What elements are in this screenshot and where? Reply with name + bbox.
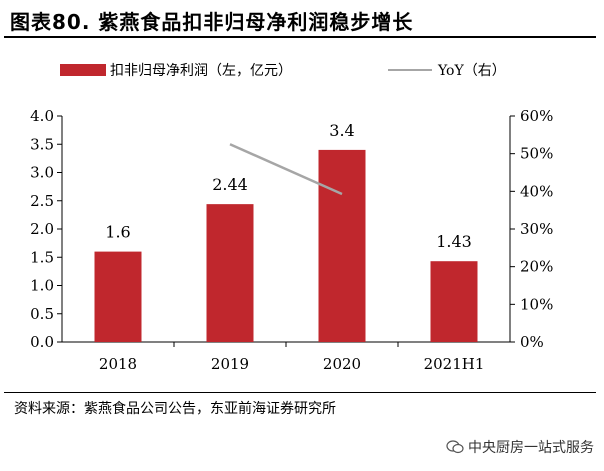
wechat-icon xyxy=(446,440,464,454)
x-tick-label: 2019 xyxy=(211,355,249,373)
title-divider xyxy=(4,36,596,38)
bar-value-label: 3.4 xyxy=(329,121,354,140)
legend-line-label: YoY（右） xyxy=(437,63,506,79)
left-tick-label: 1.0 xyxy=(30,277,54,295)
axes: 0.0 0.5 1.0 1.5 2.0 2.5 3.0 3.5 4.0 0% 10% 20% 30% 40… xyxy=(30,107,553,373)
bar-value-label: 1.6 xyxy=(105,223,130,242)
bar-series: 1.6 2.44 3.4 1.43 xyxy=(94,121,478,342)
left-tick-label: 2.5 xyxy=(30,192,54,210)
x-tick-label: 2018 xyxy=(99,355,137,373)
bar xyxy=(430,261,478,342)
right-tick-label: 30% xyxy=(520,220,553,238)
right-tick-label: 60% xyxy=(520,107,553,125)
left-tick-label: 2.0 xyxy=(30,220,54,238)
source-note: 资料来源：紫燕食品公司公告，东亚前海证券研究所 xyxy=(14,401,336,417)
left-tick-label: 4.0 xyxy=(30,107,54,125)
left-tick-label: 0.0 xyxy=(30,333,54,351)
right-tick-label: 0% xyxy=(520,333,544,351)
bar xyxy=(94,251,142,342)
chart-canvas: 扣非归母净利润（左，亿元） YoY（右） 0.0 0.5 1.0 1.5 2.0 2.5 3… xyxy=(30,62,553,373)
legend-bar-label: 扣非归母净利润（左，亿元） xyxy=(110,62,292,79)
left-tick-label: 0.5 xyxy=(30,305,54,323)
legend: 扣非归母净利润（左，亿元） YoY（右） xyxy=(60,62,506,79)
legend-bar-swatch xyxy=(60,64,106,76)
bar xyxy=(206,204,254,342)
watermark-text: 中央厨房一站式服务 xyxy=(468,440,594,456)
right-tick-label: 20% xyxy=(520,258,553,276)
yoy-line-series xyxy=(229,143,343,196)
x-tick-label: 2021H1 xyxy=(424,355,485,373)
left-tick-label: 3.0 xyxy=(30,164,54,182)
footer-divider xyxy=(4,392,596,393)
bar-value-label: 1.43 xyxy=(436,232,472,251)
right-tick-label: 50% xyxy=(520,145,553,163)
right-tick-label: 10% xyxy=(520,295,553,313)
x-tick-label: 2020 xyxy=(323,355,361,373)
bar xyxy=(318,149,366,342)
yoy-line xyxy=(229,143,343,196)
bar-value-label: 2.44 xyxy=(212,175,248,194)
chart-title: 图表80. 紫燕食品扣非归母净利润稳步增长 xyxy=(10,10,414,34)
left-tick-label: 3.5 xyxy=(30,135,54,153)
left-tick-label: 1.5 xyxy=(30,248,54,266)
watermark: 中央厨房一站式服务 xyxy=(446,437,594,457)
right-tick-label: 40% xyxy=(520,182,553,200)
